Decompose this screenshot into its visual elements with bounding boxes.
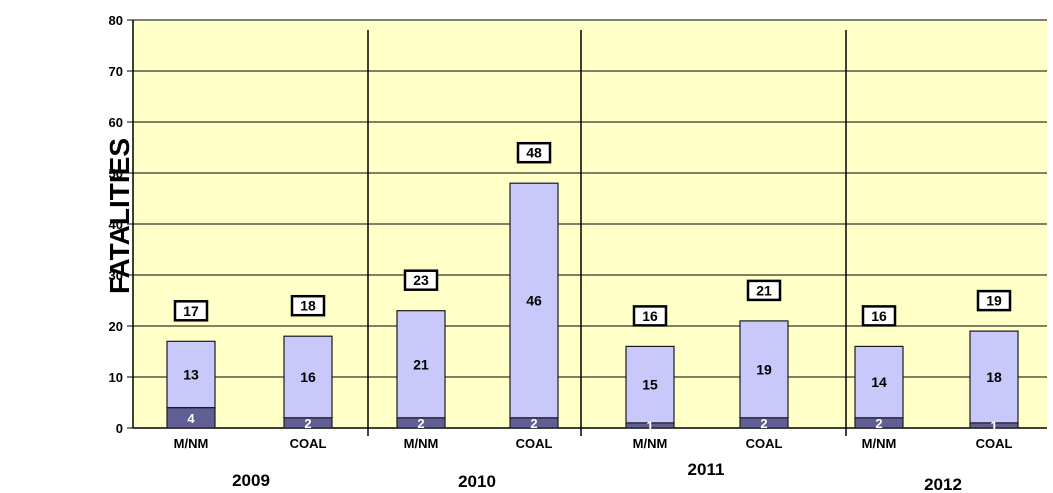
total-callout-box (746, 279, 782, 302)
total-callout-box (403, 269, 439, 291)
category-label: COAL (290, 436, 327, 451)
y-tick-label: 80 (109, 13, 123, 28)
bar-top-value-label: 21 (413, 356, 429, 372)
category-label: M/NM (404, 436, 439, 451)
bar-top-value-label: 15 (642, 377, 658, 393)
bar-top-segment (625, 345, 675, 424)
year-label: 2012 (924, 475, 962, 493)
year-label: 2009 (232, 471, 270, 490)
y-tick-label: 40 (109, 217, 123, 232)
total-callout-box (861, 305, 897, 327)
y-tick-label: 60 (109, 115, 123, 130)
bar-bottom-value-label: 1 (990, 418, 997, 433)
total-value-label: 17 (183, 303, 199, 319)
bar-top-segment (739, 320, 789, 419)
bar-bottom-value-label: 1 (646, 418, 653, 433)
total-value-label: 19 (986, 293, 1002, 309)
bar-bottom-value-label: 4 (187, 411, 195, 426)
bar-top-segment (283, 335, 333, 419)
year-label: 2011 (688, 460, 725, 479)
category-label: M/NM (174, 436, 209, 451)
bar-bottom-value-label: 2 (760, 416, 767, 431)
total-value-label: 23 (413, 272, 429, 288)
total-value-label: 21 (756, 282, 772, 298)
year-label: 2010 (458, 472, 496, 491)
bar-top-segment (166, 340, 216, 409)
total-callout-box (976, 289, 1012, 312)
bar-top-segment (969, 330, 1019, 424)
bar-top-segment (509, 182, 559, 419)
y-tick-label: 0 (116, 421, 123, 436)
total-callout-box (632, 305, 668, 327)
y-tick-label: 30 (109, 268, 123, 283)
bar-bottom-value-label: 2 (417, 416, 424, 431)
total-callout-box (173, 300, 209, 322)
category-label: COAL (976, 436, 1013, 451)
y-tick-label: 50 (109, 166, 123, 181)
bar-bottom-value-label: 2 (530, 416, 537, 431)
y-tick-label: 10 (109, 370, 123, 385)
total-value-label: 16 (642, 308, 658, 324)
bar-top-value-label: 18 (986, 369, 1002, 385)
bar-bottom-value-label: 2 (875, 416, 882, 431)
total-value-label: 16 (871, 308, 887, 324)
bar-top-value-label: 14 (871, 374, 887, 390)
bar-bottom-value-label: 2 (304, 416, 311, 431)
category-label: M/NM (862, 436, 897, 451)
category-label: COAL (516, 436, 553, 451)
y-tick-label: 20 (109, 319, 123, 334)
bar-top-value-label: 13 (183, 366, 199, 382)
bar-top-value-label: 19 (756, 361, 772, 377)
y-tick-label: 70 (109, 64, 123, 79)
bar-top-value-label: 46 (526, 293, 542, 309)
category-label: M/NM (633, 436, 668, 451)
bar-top-segment (396, 310, 446, 419)
total-value-label: 18 (300, 298, 316, 314)
bar-top-value-label: 16 (300, 369, 316, 385)
total-callout-box (290, 294, 326, 317)
bar-top-segment (854, 345, 904, 419)
total-callout-box (516, 141, 552, 164)
category-label: COAL (746, 436, 783, 451)
total-value-label: 48 (526, 145, 542, 161)
